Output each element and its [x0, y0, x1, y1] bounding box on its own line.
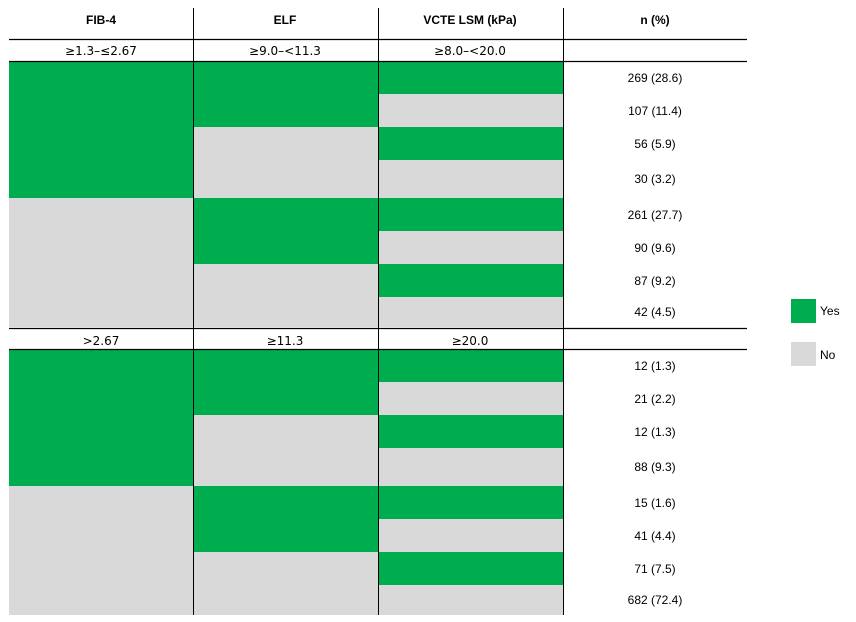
- cell-elf-b1-7: [193, 264, 378, 327]
- cell-elf-b1-3: [193, 127, 378, 198]
- count-label: 21 (2.2): [634, 391, 676, 406]
- count-label: 41 (4.4): [634, 528, 676, 543]
- cell-fib4-b1-1: [9, 61, 193, 198]
- legend-swatch-no: [791, 342, 816, 366]
- threshold-fib4-1: ≥1.3–≤2.67: [65, 44, 137, 58]
- cell-elf-b2-5: [193, 486, 378, 552]
- legend-label-no: No: [820, 348, 836, 362]
- count-label: 682 (72.4): [627, 593, 683, 607]
- legend-label-yes: Yes: [820, 304, 840, 318]
- count-label: 269 (28.6): [627, 70, 683, 85]
- cell-vcte-b2-7: [378, 552, 563, 585]
- cell-vcte-b2-3: [378, 415, 563, 448]
- threshold-vcte-2: ≥20.0: [451, 334, 489, 348]
- threshold-fib4-2: >2.67: [82, 334, 120, 348]
- count-label: 87 (9.2): [634, 273, 676, 288]
- cell-elf-b2-7: [193, 552, 378, 615]
- count-label: 90 (9.6): [634, 240, 676, 255]
- cell-vcte-b1-5: [378, 198, 563, 231]
- count-label: 56 (5.9): [634, 136, 676, 151]
- cell-elf-b2-1: [193, 349, 378, 415]
- cell-fib4-b1-5: [9, 198, 193, 327]
- header-elf: ELF: [273, 13, 297, 27]
- cell-vcte-b1-2: [378, 94, 563, 127]
- cell-elf-b1-1: [193, 61, 378, 127]
- cell-vcte-b1-7: [378, 264, 563, 297]
- threshold-elf-1: ≥9.0–<11.3: [249, 44, 321, 58]
- cell-vcte-b1-6: [378, 231, 563, 264]
- cell-elf-b2-3: [193, 415, 378, 486]
- cell-vcte-b2-8: [378, 585, 563, 615]
- cell-vcte-b2-4: [378, 448, 563, 486]
- cell-vcte-b1-3: [378, 127, 563, 160]
- count-label: 71 (7.5): [634, 561, 676, 576]
- cell-vcte-b1-8: [378, 297, 563, 327]
- header-fib4: FIB-4: [86, 13, 116, 27]
- count-label: 12 (1.3): [634, 424, 676, 439]
- count-label: 15 (1.6): [634, 495, 676, 510]
- threshold-vcte-1: ≥8.0–<20.0: [434, 44, 506, 58]
- cell-vcte-b1-4: [378, 160, 563, 198]
- cell-fib4-b2-1: [9, 349, 193, 486]
- threshold-elf-2: ≥11.3: [266, 334, 304, 348]
- count-label: 30 (3.2): [634, 172, 676, 186]
- legend-swatch-yes: [791, 299, 816, 323]
- count-label: 42 (4.5): [634, 305, 676, 319]
- cell-elf-b1-5: [193, 198, 378, 264]
- count-label: 261 (27.7): [627, 207, 683, 222]
- cell-vcte-b2-6: [378, 519, 563, 552]
- header-n: n (%): [640, 13, 670, 27]
- cell-vcte-b2-2: [378, 382, 563, 415]
- count-label: 12 (1.3): [634, 358, 676, 373]
- cell-vcte-b2-5: [378, 486, 563, 519]
- header-vcte: VCTE LSM (kPa): [423, 13, 517, 27]
- count-label: 107 (11.4): [628, 103, 682, 118]
- cell-vcte-b1-1: [378, 61, 563, 94]
- cell-fib4-b2-5: [9, 486, 193, 615]
- count-label: 88 (9.3): [634, 460, 676, 474]
- cell-vcte-b2-1: [378, 349, 563, 382]
